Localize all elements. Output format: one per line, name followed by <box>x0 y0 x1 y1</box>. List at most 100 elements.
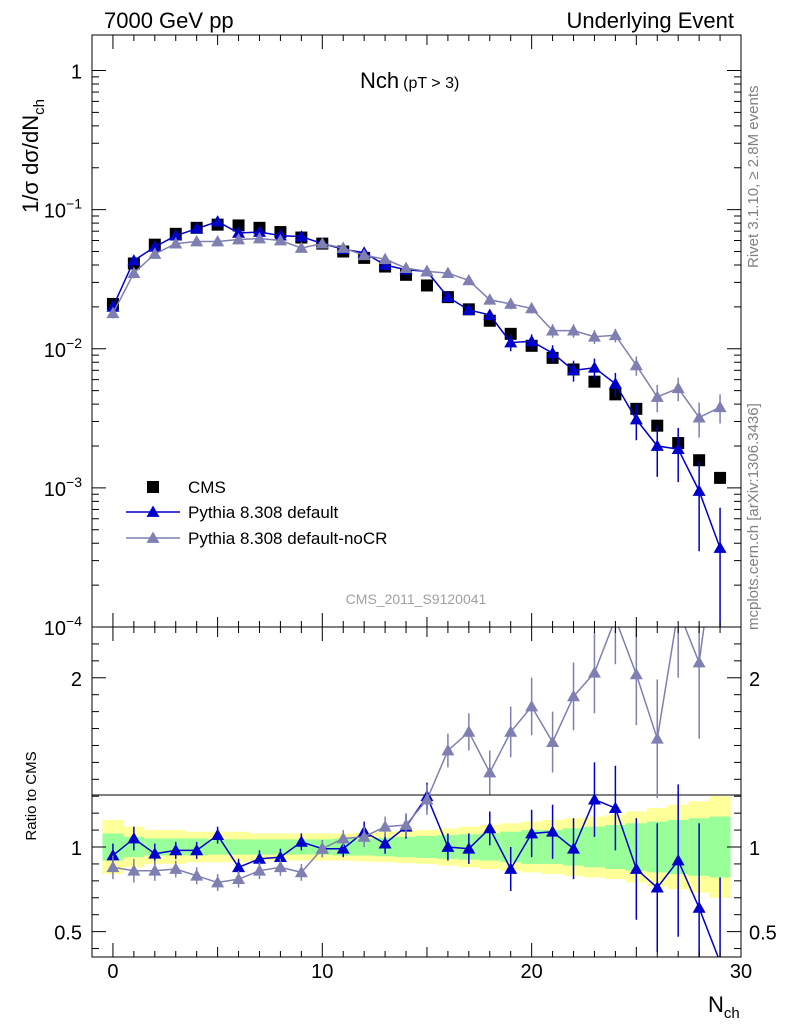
pythia-nocr-point <box>567 324 581 336</box>
main-title-text: Nch <box>360 68 399 93</box>
pythia-default-ratio-point <box>525 826 539 839</box>
pythia-nocr-point <box>692 411 706 423</box>
pythia-default-point <box>567 363 581 376</box>
ratio-band-stat <box>416 836 438 858</box>
pythia-nocr-ratio-point <box>525 700 539 712</box>
analysis-watermark: CMS_2011_S9120041 <box>346 591 487 607</box>
pythia-nocr-ratio-point <box>629 667 643 680</box>
pythia-default-ratio-point <box>608 801 622 813</box>
pythia-nocr-point <box>357 248 371 261</box>
pythia-default-ratio-point <box>294 835 308 847</box>
pythia-default-line <box>112 220 721 549</box>
ratio-xlabel-subtext: ch <box>724 1005 740 1022</box>
ratio-band-stat <box>583 826 605 868</box>
ratio-series-pythia-default <box>106 762 721 957</box>
pythia-nocr-point <box>252 232 266 244</box>
cms-point <box>232 219 245 232</box>
pythia-default-ratio-point <box>378 837 392 849</box>
pythia-nocr-ratio-point <box>148 864 162 876</box>
header-left: 7000 GeV pp <box>104 8 234 33</box>
pythia-nocr-ratio-point <box>587 666 601 678</box>
pythia-default-point <box>232 226 246 238</box>
main-ytick-label: 10−1 <box>44 196 82 223</box>
pythia-default-point <box>148 240 162 252</box>
pythia-nocr-point <box>504 297 518 309</box>
main-ylabel-text: 1/σ dσ/dN <box>18 115 43 213</box>
pythia-nocr-ratio-line <box>112 627 705 884</box>
pythia-default-ratio-point <box>671 854 685 866</box>
pythia-default-point <box>608 377 622 389</box>
pythia-nocr-ratio-point <box>378 820 392 832</box>
pythia-nocr-ratio-point <box>315 842 329 854</box>
pythia-default-point <box>106 300 120 312</box>
pythia-nocr-point <box>629 358 643 371</box>
series-pythia-nocr <box>106 232 727 438</box>
pythia-nocr-point <box>546 324 560 336</box>
pythia-default-point <box>692 484 706 496</box>
header-right: Underlying Event <box>566 8 734 33</box>
ratio-ytick-label: 2 <box>71 669 82 691</box>
ratio-xtick-label: 30 <box>730 961 752 983</box>
ratio-axes: 0.5 0.51 12 20 10 20 30 <box>54 627 777 983</box>
pythia-default-ratio-point <box>692 901 706 913</box>
pythia-default-point <box>546 346 560 359</box>
pythia-default-ratio-point <box>169 843 183 856</box>
main-ytick-label-base: 10 <box>44 340 66 362</box>
pythia-nocr-ratio-point <box>169 862 183 874</box>
main-ytick-label-exp: −3 <box>66 474 82 490</box>
pythia-default-ratio-point <box>504 862 518 874</box>
ratio-series-pythia-nocr <box>106 627 706 891</box>
pythia-default-point <box>650 439 664 451</box>
pythia-nocr-point <box>420 264 434 277</box>
pythia-nocr-point <box>169 237 183 249</box>
ratio-xtick-label: 0 <box>107 961 118 983</box>
series-pythia-default <box>106 215 727 627</box>
ratio-xlabel: Nch <box>708 992 740 1022</box>
pythia-nocr-point <box>399 261 413 273</box>
ratio-ylabel: Ratio to CMS <box>23 751 40 840</box>
ratio-xtick-label: 10 <box>311 961 333 983</box>
pythia-nocr-ratio-point <box>252 864 266 876</box>
pythia-default-ratio-point <box>273 850 287 863</box>
pythia-default-ratio-point <box>252 852 266 864</box>
pythia-nocr-point <box>336 241 350 253</box>
pythia-nocr-point <box>190 235 204 247</box>
pythia-nocr-point <box>462 273 476 286</box>
pythia-default-ratio-point <box>650 881 664 893</box>
main-marks <box>106 215 727 627</box>
pythia-nocr-point <box>587 330 601 342</box>
pythia-default-point <box>462 303 476 315</box>
pythia-default-point <box>252 225 266 237</box>
ratio-ytick-label-right: 0.5 <box>749 923 777 945</box>
ratio-marks <box>106 627 721 957</box>
main-ytick-label-base: 10 <box>44 479 66 501</box>
pythia-default-point <box>671 442 685 454</box>
pythia-nocr-ratio-point <box>190 869 204 881</box>
pythia-default-point <box>169 229 183 241</box>
ratio-band-stat <box>395 836 417 858</box>
pythia-default-point <box>587 361 601 373</box>
pythia-nocr-ratio-point <box>273 860 287 873</box>
pythia-default-ratio-point <box>232 860 246 873</box>
pythia-nocr-point <box>148 247 162 259</box>
pythia-default-ratio-point <box>148 847 162 859</box>
main-ylabel-subtext: ch <box>31 99 48 115</box>
main-axes: 110−110−210−310−4 <box>44 35 742 640</box>
main-title: Nch (pT > 3) <box>360 68 459 93</box>
pythia-nocr-ratio-point <box>504 725 518 737</box>
pythia-default-ratio-point <box>336 842 350 854</box>
pythia-nocr-point <box>441 266 455 278</box>
cms-point <box>588 375 601 388</box>
legend-label: CMS <box>188 478 226 497</box>
main-ylabel: 1/σ dσ/dNch <box>18 99 48 213</box>
pythia-nocr-point <box>232 233 246 245</box>
ratio-band-stat <box>228 839 250 855</box>
pythia-nocr-ratio-point <box>232 872 246 885</box>
legend-label: Pythia 8.308 default-noCR <box>188 529 387 548</box>
main-ytick-label-exp: −1 <box>66 196 82 212</box>
pythia-default-point <box>525 334 539 347</box>
pythia-default-point <box>190 222 204 234</box>
pythia-default-ratio-point <box>190 843 204 856</box>
main-ytick-label: 10−3 <box>44 474 82 501</box>
